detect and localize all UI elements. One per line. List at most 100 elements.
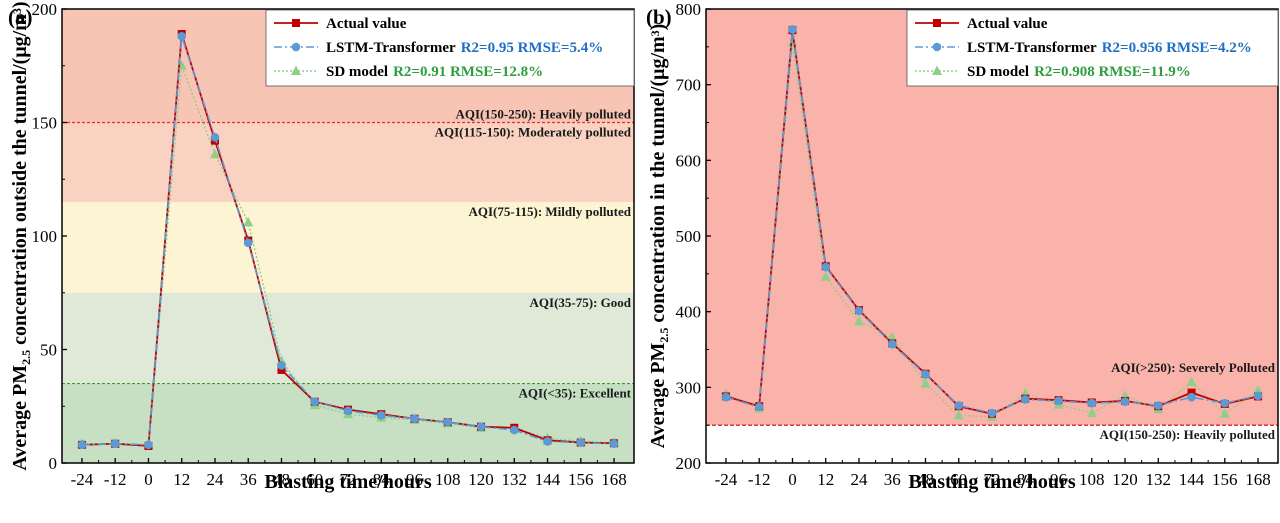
legend-item-name: LSTM-Transformer bbox=[967, 40, 1097, 56]
aqi-zone-label: AQI(>250): Severely Polluted bbox=[1111, 360, 1276, 375]
aqi-zone-band bbox=[62, 383, 634, 463]
y-tick-label: 0 bbox=[49, 454, 58, 473]
data-point bbox=[788, 25, 797, 34]
y-tick-label: 300 bbox=[676, 378, 702, 397]
y-axis-title: Average PM2.5 concentration outside the … bbox=[9, 1, 33, 470]
x-tick-label: 108 bbox=[1079, 470, 1105, 489]
x-tick-label: 0 bbox=[788, 470, 797, 489]
data-point bbox=[1086, 407, 1097, 418]
x-tick-label: 36 bbox=[884, 470, 901, 489]
x-tick-label: 36 bbox=[240, 470, 257, 489]
legend-box bbox=[906, 9, 1279, 87]
data-point bbox=[1054, 396, 1063, 406]
data-point bbox=[821, 262, 831, 272]
panel-label: (b) bbox=[646, 5, 672, 29]
legend-swatch-marker bbox=[932, 42, 942, 52]
data-point bbox=[476, 422, 486, 431]
x-tick-label: 156 bbox=[1212, 470, 1238, 489]
data-point bbox=[243, 216, 254, 227]
x-tick-label: 168 bbox=[1245, 470, 1271, 489]
data-point bbox=[887, 331, 898, 342]
x-tick-label: -24 bbox=[71, 470, 94, 489]
x-tick-label: 0 bbox=[144, 470, 153, 489]
x-tick-label: 48 bbox=[917, 470, 934, 489]
data-point bbox=[110, 439, 120, 449]
y-axis-title-part: ) bbox=[9, 1, 31, 8]
x-tick-label: 84 bbox=[1017, 470, 1035, 489]
aqi-zone-band bbox=[62, 122, 634, 202]
data-point bbox=[954, 401, 964, 410]
panel-label: (a) bbox=[8, 5, 33, 29]
legend-item-metric: R2=0.956 RMSE=4.2% bbox=[1102, 40, 1252, 56]
legend-item-metric: R2=0.908 RMSE=11.9% bbox=[1034, 64, 1191, 80]
data-point bbox=[1120, 397, 1130, 407]
y-axis-title-part: concentration in the tunnel/(μg/m bbox=[647, 36, 669, 328]
legend-swatch-marker bbox=[291, 65, 301, 75]
legend-item-name: Actual value bbox=[326, 16, 407, 32]
x-tick-label: 96 bbox=[1050, 470, 1067, 489]
data-point bbox=[277, 365, 286, 374]
legend-swatch-marker bbox=[292, 19, 300, 27]
data-point bbox=[177, 31, 187, 41]
x-tick-label: 132 bbox=[1146, 470, 1172, 489]
legend-box bbox=[265, 9, 635, 87]
legend-swatch-marker bbox=[932, 65, 942, 75]
data-point bbox=[1153, 401, 1163, 410]
data-point bbox=[310, 397, 320, 407]
x-tick-label: 144 bbox=[1179, 470, 1205, 489]
data-point bbox=[853, 316, 864, 326]
legend-item-name: Actual value bbox=[967, 16, 1048, 32]
y-tick-label: 200 bbox=[676, 454, 702, 473]
x-tick-label: 132 bbox=[502, 470, 528, 489]
x-tick-label: 84 bbox=[373, 470, 391, 489]
legend-item-metric: R2=0.95 RMSE=5.4% bbox=[461, 40, 604, 56]
aqi-zone-label: AQI(75-115): Mildly polluted bbox=[468, 204, 631, 219]
data-point bbox=[754, 402, 764, 412]
data-point bbox=[1253, 384, 1264, 395]
legend-item-name: LSTM-Transformer bbox=[326, 40, 456, 56]
data-point bbox=[1220, 398, 1230, 408]
aqi-zone-label: AQI(150-250): Heavily polluted bbox=[456, 107, 632, 122]
chart-panel-a: AQI(150-250): Heavily polluted AQI(115-15… bbox=[8, 0, 635, 493]
data-point bbox=[1219, 408, 1230, 418]
legend-item: SD model R2=0.908 RMSE=11.9% bbox=[967, 64, 1191, 80]
x-tick-label: 144 bbox=[535, 470, 561, 489]
data-point bbox=[376, 411, 386, 420]
aqi-zones bbox=[62, 9, 634, 463]
x-tick-label: 48 bbox=[273, 470, 290, 489]
y-axis-title-part: Average PM bbox=[647, 343, 669, 449]
aqi-zone-band bbox=[706, 425, 1278, 463]
x-tick-label: 108 bbox=[435, 470, 461, 489]
x-axis-title: Blasting time/hours bbox=[908, 471, 1075, 493]
chart-panel-b: AQI(>250): Severely Polluted AQI(150-250)… bbox=[646, 0, 1279, 493]
y-axis-title-part: 2.5 bbox=[657, 328, 671, 343]
y-tick-label: 50 bbox=[40, 341, 57, 360]
y-tick-label: 200 bbox=[32, 0, 58, 19]
data-point bbox=[1087, 398, 1097, 408]
legend-item: LSTM-Transformer R2=0.95 RMSE=5.4% bbox=[326, 40, 603, 56]
series-lstm-transformer bbox=[721, 25, 1263, 418]
y-tick-label: 800 bbox=[676, 0, 702, 19]
data-point bbox=[144, 440, 153, 450]
x-tick-label: 72 bbox=[340, 470, 357, 489]
y-axis-title-part: ) bbox=[647, 24, 669, 31]
legend: Actual value LSTM-Transformer R2=0.95 RMSE… bbox=[265, 9, 635, 87]
x-tick-label: 120 bbox=[468, 470, 494, 489]
data-point bbox=[410, 414, 419, 424]
x-tick-label: 12 bbox=[173, 470, 190, 489]
y-tick-label: 150 bbox=[32, 114, 58, 133]
data-point bbox=[1253, 391, 1263, 400]
data-point bbox=[987, 408, 997, 418]
x-tick-label: 96 bbox=[406, 470, 423, 489]
legend-item-name: SD model bbox=[326, 64, 388, 80]
data-point bbox=[443, 417, 453, 427]
x-tick-label: 60 bbox=[306, 470, 323, 489]
aqi-zone-label: AQI(150-250): Heavily polluted bbox=[1100, 427, 1276, 442]
y-axis-title-part: concentration outside the tunnel/(μg/m bbox=[9, 14, 31, 350]
data-point bbox=[1020, 395, 1030, 404]
y-axis-title: Average PM2.5 concentration in the tunne… bbox=[647, 24, 671, 449]
x-tick-label: 12 bbox=[817, 470, 834, 489]
x-axis-title: Blasting time/hours bbox=[264, 471, 431, 493]
data-point bbox=[1187, 392, 1196, 402]
data-point bbox=[509, 425, 519, 435]
